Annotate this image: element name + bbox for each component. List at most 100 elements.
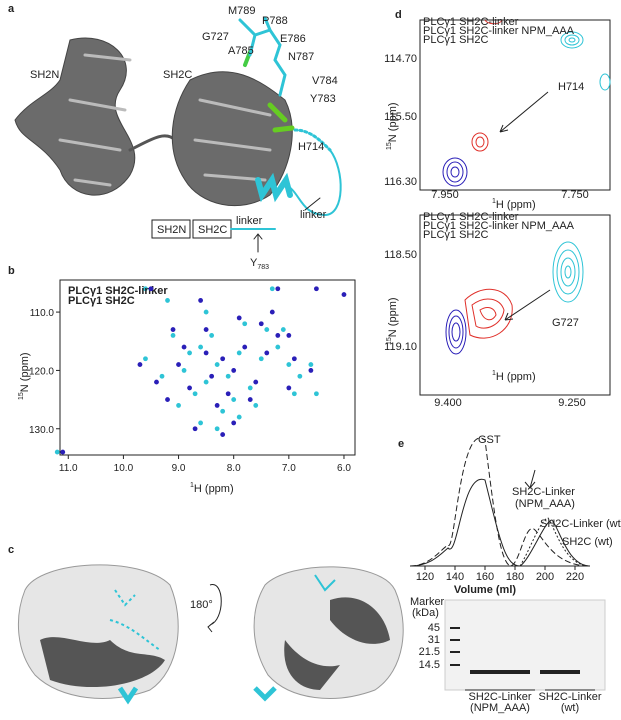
point — [181, 344, 187, 350]
x-axis-label: 1H (ppm) — [492, 370, 536, 383]
point — [242, 344, 248, 350]
point — [203, 309, 209, 315]
peak-label: GST — [478, 434, 501, 446]
y-tick-label: 120.0 — [29, 366, 54, 377]
panel-label: b — [8, 265, 15, 277]
point — [280, 327, 286, 332]
gel-lane-label: SH2C-Linker — [539, 691, 602, 703]
chromatogram-e — [409, 437, 606, 691]
peak-label: G727 — [552, 317, 579, 329]
x-tick-label: 11.0 — [59, 463, 78, 474]
peak-label: H714 — [558, 81, 584, 93]
point — [258, 321, 264, 327]
point — [225, 391, 231, 397]
point — [341, 292, 347, 297]
peak-label: (NPM_AAA) — [515, 498, 575, 510]
legend-entry: PLCγ1 SH2C-linker NPM_AAA — [423, 220, 575, 232]
point — [165, 298, 170, 303]
residue-label: V784 — [312, 75, 338, 87]
point — [286, 385, 292, 391]
y-tick-label: 130.0 — [29, 425, 54, 436]
point — [314, 286, 319, 292]
label-text: H (ppm) — [496, 199, 536, 211]
y-tick-label: 116.30 — [384, 176, 417, 188]
x-tick-label: 9.0 — [172, 463, 186, 474]
point — [220, 356, 226, 362]
point — [143, 356, 148, 362]
point — [60, 449, 66, 455]
label-sup: 15 — [18, 392, 25, 400]
x-tick-label: 7.0 — [282, 463, 296, 474]
point — [209, 373, 215, 379]
label-sup: 15 — [386, 337, 393, 345]
gel-lane-label: SH2C-Linker — [469, 691, 532, 703]
point — [258, 356, 264, 362]
x-tick-label: 200 — [536, 571, 554, 583]
x-tick-label: 160 — [476, 571, 494, 583]
legend-entry: PLCγ1 SH2C — [423, 229, 488, 241]
label-text: N (ppm) — [387, 297, 399, 337]
legend-entry: PLCγ1 SH2C — [68, 295, 135, 307]
peak-label: SH2C (wt) — [562, 536, 613, 548]
residue-label: P788 — [262, 15, 288, 27]
gel-lane-label: (wt) — [561, 702, 579, 714]
schematic-box-label: SH2N — [157, 224, 186, 236]
panel-label: e — [398, 438, 404, 450]
x-tick-label: 6.0 — [337, 463, 351, 474]
point — [231, 397, 237, 402]
point — [269, 309, 275, 315]
residue-label: N787 — [288, 51, 314, 63]
site-sub: 783 — [257, 264, 269, 271]
point — [236, 350, 242, 356]
structure-a — [14, 16, 342, 253]
residue-label: A785 — [228, 45, 254, 57]
gel-size-label: 31 — [428, 634, 440, 646]
point — [297, 373, 303, 379]
y-tick-label: 114.70 — [384, 53, 417, 65]
residue-label: G727 — [202, 31, 229, 43]
gel-lane-label: (NPM_AAA) — [470, 702, 530, 714]
domain-label: SH2C — [163, 69, 192, 81]
point — [247, 385, 253, 391]
gel-marker-label: Marker — [410, 596, 445, 608]
point — [203, 350, 209, 356]
rotation-label: 180° — [190, 599, 213, 611]
domain-label: SH2N — [30, 69, 59, 81]
point — [286, 362, 292, 367]
point — [314, 391, 319, 397]
y-tick-label: 119.10 — [384, 341, 417, 353]
label-text: H (ppm) — [496, 371, 536, 383]
x-tick-label: 7.750 — [561, 189, 589, 201]
linker-label: linker — [300, 209, 327, 221]
x-tick-label: 8.0 — [227, 463, 241, 474]
point — [176, 403, 181, 408]
point — [54, 449, 60, 455]
gel-size-label: 45 — [428, 622, 440, 634]
residue-label: Y783 — [310, 93, 336, 105]
x-tick-label: 7.950 — [431, 189, 459, 201]
x-tick-label: 220 — [566, 571, 584, 583]
legend-entry: PLCγ1 SH2C — [423, 34, 488, 46]
point — [264, 350, 270, 356]
point — [247, 397, 253, 402]
point — [214, 362, 220, 367]
point — [225, 373, 231, 379]
point — [220, 432, 226, 437]
point — [291, 391, 297, 397]
residue-label: H714 — [298, 141, 324, 153]
y-axis-label: 15N (ppm) — [18, 352, 31, 400]
point — [291, 356, 297, 362]
x-tick-label: 10.0 — [114, 463, 134, 474]
peak-label: SH2C-Linker (wt) — [540, 518, 621, 530]
point — [165, 397, 170, 402]
y-tick-label: 118.50 — [384, 249, 417, 261]
surface-c — [17, 564, 404, 705]
x-tick-label: 9.250 — [558, 397, 586, 409]
point — [253, 403, 259, 408]
label-sup: 15 — [386, 142, 393, 150]
nmr-d — [419, 19, 611, 396]
point — [253, 379, 259, 385]
x-axis-label: 1H (ppm) — [492, 198, 536, 211]
point — [159, 373, 165, 379]
